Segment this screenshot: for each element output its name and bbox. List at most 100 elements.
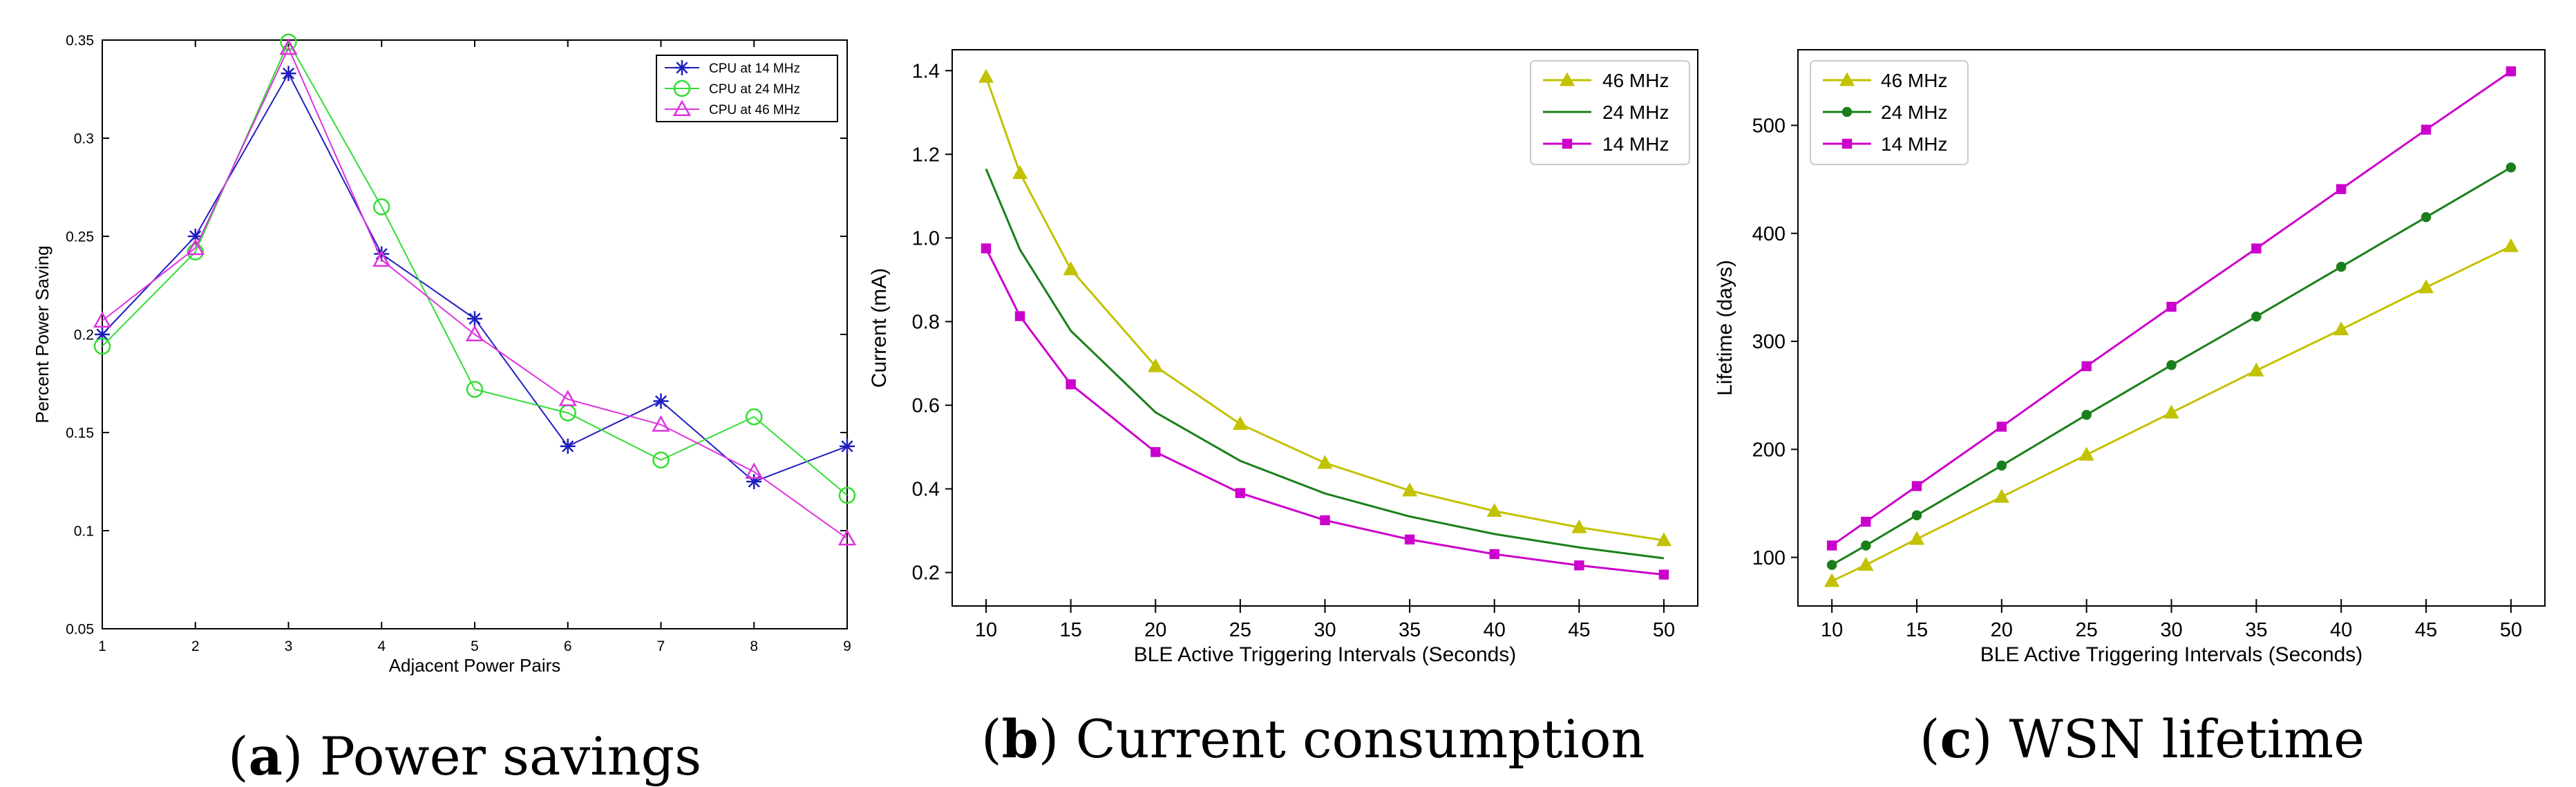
data-point bbox=[1909, 531, 1925, 545]
x-tick-label: 2 bbox=[191, 638, 200, 654]
x-tick-label: 35 bbox=[2245, 619, 2267, 641]
data-point bbox=[2078, 446, 2094, 461]
legend-entry: CPU at 14 MHz bbox=[665, 60, 800, 76]
data-point bbox=[1824, 573, 1840, 587]
data-point bbox=[1063, 261, 1079, 276]
x-tick-label: 20 bbox=[1991, 619, 2013, 641]
data-point bbox=[2251, 243, 2262, 254]
legend-marker bbox=[672, 99, 692, 117]
data-point bbox=[1486, 503, 1502, 518]
data-point bbox=[1150, 447, 1161, 457]
x-tick-label: 35 bbox=[1399, 619, 1421, 641]
data-point bbox=[372, 250, 391, 267]
legend: 46 MHz 24 MHz 14 MHz bbox=[1530, 60, 1690, 165]
x-tick-label: 10 bbox=[975, 619, 997, 641]
x-tick-label: 15 bbox=[1906, 619, 1928, 641]
data-point bbox=[2336, 261, 2347, 272]
data-point bbox=[1826, 540, 1837, 551]
y-tick-label: 0.15 bbox=[66, 425, 94, 441]
data-point bbox=[1658, 569, 1669, 580]
legend-entry: CPU at 24 MHz bbox=[665, 79, 800, 97]
x-tick-label: 7 bbox=[657, 638, 665, 654]
legend-entry: 24 MHz bbox=[1823, 102, 1947, 123]
x-tick-label: 45 bbox=[1568, 619, 1590, 641]
data-point bbox=[978, 68, 994, 83]
data-point bbox=[2163, 404, 2179, 419]
legend-marker bbox=[1841, 106, 1853, 117]
x-tick-label: 40 bbox=[1484, 619, 1506, 641]
y-tick-label: 1.2 bbox=[912, 144, 940, 166]
data-point bbox=[745, 462, 764, 479]
data-point bbox=[1232, 416, 1249, 430]
data-point bbox=[186, 238, 205, 256]
data-point bbox=[1911, 481, 1922, 491]
x-tick-label: 10 bbox=[1821, 619, 1843, 641]
y-tick-label: 200 bbox=[1752, 439, 1786, 461]
series-line bbox=[985, 76, 1665, 542]
y-tick-label: 1.0 bbox=[912, 228, 940, 250]
data-point bbox=[1993, 489, 2009, 503]
series-line bbox=[1831, 70, 2512, 547]
legend: CPU at 14 MHz CPU at 24 MHz CPU at 46 MHz bbox=[656, 55, 838, 122]
data-point bbox=[2506, 162, 2517, 173]
data-point bbox=[653, 393, 669, 409]
legend-entry: 24 MHz bbox=[1543, 102, 1669, 123]
data-point bbox=[652, 451, 670, 469]
legend-marker bbox=[1841, 138, 1853, 149]
data-point bbox=[2506, 66, 2517, 77]
legend-label: 46 MHz bbox=[1602, 70, 1669, 91]
data-point bbox=[2421, 124, 2432, 135]
legend-label: CPU at 46 MHz bbox=[709, 103, 800, 117]
data-point bbox=[2421, 212, 2432, 222]
series-line bbox=[985, 247, 1665, 576]
y-tick-label: 0.25 bbox=[66, 229, 94, 245]
series-3 bbox=[93, 38, 857, 546]
data-point bbox=[279, 38, 298, 55]
legend-marker bbox=[674, 60, 690, 75]
caption-a: (a) Power savings bbox=[228, 726, 702, 787]
legend-entry: 46 MHz bbox=[1543, 70, 1669, 91]
legend-marker bbox=[1562, 138, 1573, 149]
y-tick-label: 0.3 bbox=[74, 131, 94, 146]
y-tick-label: 0.1 bbox=[74, 523, 94, 539]
x-tick-label: 30 bbox=[1314, 619, 1336, 641]
series-line bbox=[102, 72, 848, 483]
data-point bbox=[1012, 164, 1028, 180]
data-point bbox=[837, 529, 857, 546]
data-point bbox=[2418, 279, 2434, 294]
data-point bbox=[1404, 534, 1415, 544]
x-tick-label: 4 bbox=[377, 638, 386, 654]
series-line bbox=[1831, 245, 2512, 582]
chart-current-consumption: 10 15 20 25 30 35 40 45 50 0.2 0.4 0.6 0.8 1.0 1.2 1.4 B… bbox=[868, 49, 1698, 666]
x-tick-label: 1 bbox=[98, 638, 106, 654]
data-point bbox=[2081, 410, 2092, 420]
data-point bbox=[2336, 184, 2347, 194]
data-point bbox=[187, 243, 204, 260]
legend-label: 24 MHz bbox=[1881, 102, 1947, 123]
data-point bbox=[1317, 455, 1333, 469]
series-line bbox=[985, 168, 1665, 560]
series-3 bbox=[981, 243, 1669, 580]
legend-entry: 14 MHz bbox=[1823, 133, 1947, 155]
x-axis-label: BLE Active Triggering Intervals (Seconds… bbox=[1980, 643, 2363, 666]
y-tick-label: 1.4 bbox=[912, 60, 940, 82]
data-point bbox=[93, 337, 111, 355]
legend-box bbox=[1810, 60, 1969, 165]
data-point bbox=[840, 438, 855, 454]
legend-marker bbox=[673, 79, 691, 97]
data-point bbox=[2503, 238, 2519, 252]
y-tick-label: 0.05 bbox=[66, 621, 94, 637]
x-tick-label: 15 bbox=[1060, 619, 1082, 641]
y-tick-label: 0.2 bbox=[912, 562, 940, 585]
data-point bbox=[1320, 515, 1330, 526]
data-point bbox=[1148, 358, 1164, 372]
y-tick-label: 0.35 bbox=[66, 32, 94, 48]
series-3 bbox=[1826, 66, 2517, 551]
y-axis-label: Current (mA) bbox=[868, 268, 891, 388]
data-point bbox=[2081, 361, 2092, 372]
data-point bbox=[1996, 421, 2007, 432]
y-tick-label: 0.4 bbox=[912, 479, 940, 501]
series-line bbox=[102, 46, 848, 540]
legend-entry: CPU at 46 MHz bbox=[665, 99, 800, 117]
